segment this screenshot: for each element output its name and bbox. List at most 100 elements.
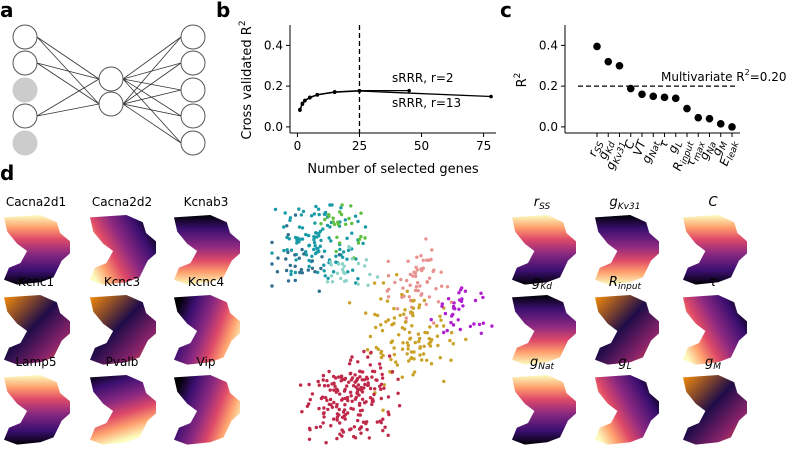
tsne-point: [395, 273, 399, 277]
tsne-point: [442, 330, 446, 335]
tsne-point: [410, 324, 414, 328]
tsne-point: [450, 331, 454, 335]
tsne-point: [451, 342, 455, 346]
tsne-point: [439, 270, 443, 274]
tsne-point: [349, 378, 354, 382]
tsne-point: [399, 277, 403, 282]
chart-c-point: [649, 92, 658, 101]
tsne-point: [373, 312, 377, 317]
tsne-point: [353, 436, 358, 440]
input-node: [12, 50, 38, 76]
tsne-point: [335, 235, 339, 239]
tsne-point: [333, 384, 337, 388]
tsne-point: [346, 248, 351, 252]
gene-map-label: Kcnab3: [184, 195, 229, 209]
tsne-point: [479, 331, 483, 335]
chart-b-point: [303, 99, 307, 103]
tsne-point: [362, 378, 367, 382]
tsne-point: [350, 355, 354, 359]
tsne-point: [282, 225, 286, 229]
tsne-point: [282, 248, 286, 253]
tsne-point: [418, 336, 422, 341]
tsne-point: [372, 392, 376, 397]
chart-c-point: [626, 84, 635, 93]
tsne-point: [418, 346, 422, 350]
tsne-point: [332, 388, 336, 392]
gene-map: Pvalb: [90, 355, 156, 445]
tsne-point: [289, 272, 293, 277]
gene-map-shape: [90, 375, 156, 445]
tsne-point: [380, 372, 384, 377]
network-diagram: [12, 24, 206, 156]
parameter-map-shape: [595, 215, 659, 285]
tsne-point: [327, 214, 331, 218]
tsne-point: [414, 265, 418, 269]
tsne-point: [343, 417, 347, 421]
tsne-point: [312, 235, 316, 239]
tsne-point: [285, 235, 289, 240]
edge-input-hidden: [36, 62, 100, 80]
tsne-point: [339, 212, 344, 217]
tsne-point: [369, 350, 373, 355]
tsne-point: [343, 376, 348, 381]
tsne-point: [343, 403, 347, 407]
parameter-map: gKv31: [595, 195, 659, 285]
tsne-point: [356, 383, 361, 387]
tsne-point: [349, 204, 353, 208]
parameter-map-label: gL: [618, 355, 631, 372]
tsne-point: [368, 334, 373, 339]
tsne-point: [335, 271, 340, 275]
tsne-point: [312, 241, 317, 245]
tsne-point: [418, 284, 422, 288]
tsne-point: [328, 388, 332, 392]
edge-input-hidden: [36, 62, 100, 105]
tsne-point: [414, 285, 419, 289]
tsne-point: [413, 340, 417, 345]
chart-c-point: [604, 57, 613, 66]
tsne-point: [294, 258, 298, 262]
tsne-point: [356, 360, 360, 364]
parameter-map: gM: [683, 355, 747, 445]
tsne-point: [440, 284, 444, 288]
input-node: [12, 103, 38, 129]
gene-map-label: Lamp5: [16, 355, 57, 369]
tsne-point: [361, 420, 366, 424]
tsne-point: [386, 318, 391, 322]
gene-map-shape: [4, 375, 70, 445]
output-node: [180, 50, 206, 76]
tsne-point: [351, 268, 355, 272]
chart-b-xtick-label: 50: [414, 139, 429, 153]
tsne-point: [357, 403, 362, 407]
panel-label-d: d: [0, 161, 14, 185]
tsne-point: [296, 236, 300, 240]
tsne-point: [435, 324, 439, 328]
tsne-point: [410, 311, 415, 315]
parameter-map: τ: [683, 275, 747, 365]
tsne-point: [302, 252, 306, 256]
tsne-point: [322, 415, 326, 419]
hidden-node: [98, 91, 124, 117]
tsne-point: [402, 312, 406, 316]
chart-c-ytick-label: 0.0: [539, 120, 558, 134]
gene-map-shape: [90, 295, 156, 365]
parameter-map-label: τ: [709, 275, 717, 290]
tsne-point: [421, 258, 425, 262]
edge-input-hidden: [36, 36, 100, 105]
tsne-point: [332, 417, 336, 421]
tsne-point: [300, 247, 304, 252]
tsne-point: [400, 347, 405, 351]
tsne-point: [300, 226, 305, 230]
tsne-point: [350, 257, 354, 261]
tsne-point: [324, 441, 328, 445]
gene-map-label: Cacna2d1: [6, 195, 66, 209]
tsne-point: [323, 212, 327, 216]
tsne-point: [356, 277, 360, 281]
tsne-point: [446, 297, 451, 301]
tsne-point: [405, 352, 409, 356]
parameter-map: C: [683, 195, 747, 285]
tsne-point: [301, 209, 306, 214]
chart-c-ytick-label: 0.4: [539, 38, 558, 52]
edge-hidden-output: [122, 62, 182, 105]
tsne-point: [304, 253, 309, 257]
parameter-map-shape: [512, 215, 576, 285]
